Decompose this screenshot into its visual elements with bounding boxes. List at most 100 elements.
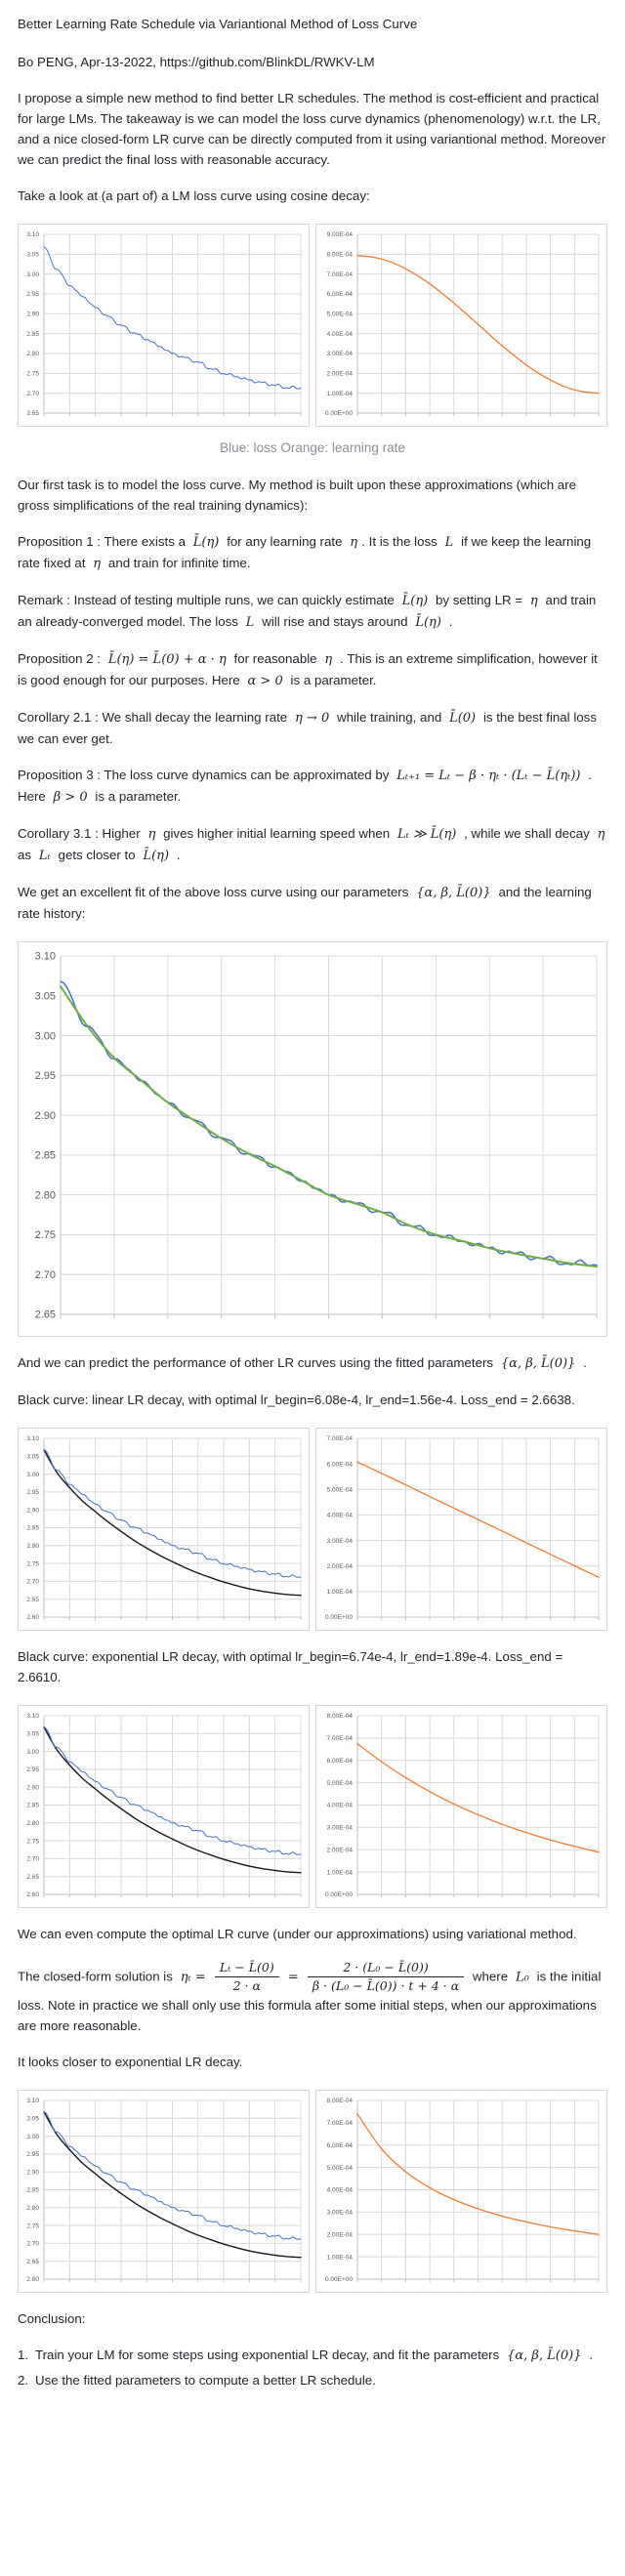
svg-text:3.05: 3.05 (26, 252, 39, 259)
svg-text:3.00E-04: 3.00E-04 (327, 2209, 354, 2216)
chart-svg: 3.10 3.05 3.00 2.95 2.90 2.85 2.80 2.75 2.70 2.65… (26, 2098, 302, 2283)
closer-exp-paragraph: It looks closer to exponential LR decay. (18, 2054, 243, 2069)
svg-text:2.85: 2.85 (35, 1150, 56, 1162)
corollary31-paragraph: Corollary 3.1 : Higher η gives higher in… (18, 823, 607, 866)
svg-text:6.00E-04: 6.00E-04 (327, 1461, 354, 1468)
svg-text:3.00: 3.00 (26, 2133, 39, 2140)
svg-text:2.70: 2.70 (35, 1269, 56, 1281)
text-segment: where (469, 1969, 512, 1984)
svg-text:8.00E-04: 8.00E-04 (327, 2098, 354, 2104)
inline-math: L̄(η) (411, 615, 446, 630)
inline-math: η (144, 827, 160, 842)
svg-text:2.00E-04: 2.00E-04 (327, 2231, 354, 2238)
optimal-loss-chart: 3.10 3.05 3.00 2.95 2.90 2.85 2.80 2.75 2.70 2.65… (18, 2089, 310, 2293)
svg-text:2.80: 2.80 (26, 1543, 39, 1550)
text-segment: We get an excellent fit of the above los… (18, 885, 413, 899)
series-line (43, 1726, 302, 1855)
chart-svg: 3.10 3.05 3.00 2.95 2.90 2.85 2.80 2.75 2.70 2.65 (26, 231, 302, 417)
svg-text:6.00E-04: 6.00E-04 (327, 291, 354, 298)
text-segment: Proposition 1 : There exists a (18, 534, 189, 549)
figure1-caption: Blue: loss Orange: learning rate (220, 440, 405, 455)
inline-math: η (525, 594, 542, 608)
svg-text:6.00E-04: 6.00E-04 (327, 2141, 354, 2148)
text-segment: and train for infinite time. (104, 556, 251, 570)
svg-text:4.00E-04: 4.00E-04 (327, 1803, 354, 1809)
svg-text:3.00: 3.00 (26, 1472, 39, 1478)
text-segment: . (579, 1355, 587, 1370)
svg-text:3.00: 3.00 (26, 271, 39, 278)
svg-text:2.60: 2.60 (26, 2276, 39, 2283)
text-segment: . This is an extreme simplification, how… (18, 651, 602, 687)
inline-math: {α, β, L̄(0)} (496, 1356, 580, 1371)
svg-text:2.85: 2.85 (26, 1803, 39, 1809)
fraction-numerator: 2 · (L₀ − L̄(0)) (343, 1960, 429, 1974)
svg-text:3.05: 3.05 (26, 1731, 39, 1738)
svg-text:0.00E+00: 0.00E+00 (325, 2276, 353, 2283)
proposition2-paragraph: Proposition 2 : L̄(η) = L̄(0) + α · η fo… (18, 648, 607, 691)
closed-form-paragraph: The closed-form solution is ηₜ = Lₜ − L̄… (18, 1960, 607, 2036)
svg-text:2.70: 2.70 (26, 391, 39, 397)
inline-math: {α, β, L̄(0)} (502, 2347, 586, 2363)
svg-text:2.80: 2.80 (35, 1189, 56, 1201)
text-segment: Proposition 2 : (18, 651, 104, 666)
first-task-paragraph: Our first task is to model the loss curv… (18, 478, 577, 513)
series-line (43, 1449, 302, 1597)
figure-exponential-decay: 3.10 3.05 3.00 2.95 2.90 2.85 2.80 2.75 2.70 2.65… (18, 1705, 607, 1908)
svg-text:5.00E-04: 5.00E-04 (327, 1780, 354, 1787)
svg-text:2.90: 2.90 (26, 312, 39, 318)
svg-text:2.65: 2.65 (26, 410, 39, 417)
svg-text:5.00E-04: 5.00E-04 (327, 2164, 354, 2171)
inline-math: L̄(0) (444, 711, 480, 726)
series-line (356, 1743, 600, 1853)
svg-text:6.00E-04: 6.00E-04 (327, 1758, 354, 1765)
text-segment: Corollary 2.1 : We shall decay the learn… (18, 710, 291, 725)
svg-text:3.10: 3.10 (35, 951, 56, 963)
corollary21-paragraph: Corollary 2.1 : We shall decay the learn… (18, 707, 607, 749)
svg-text:4.00E-04: 4.00E-04 (327, 1513, 354, 1519)
item-text: Use the fitted parameters to compute a b… (35, 2370, 607, 2390)
page-title: Better Learning Rate Schedule via Varian… (18, 17, 418, 31)
svg-text:2.85: 2.85 (26, 1525, 39, 1532)
chart-svg: 8.00E-04 7.00E-04 6.00E-04 5.00E-04 4.00E-04… (325, 2098, 600, 2283)
svg-text:7.00E-04: 7.00E-04 (327, 1435, 354, 1442)
inline-math: η (320, 652, 337, 667)
linear-loss-chart: 3.10 3.05 3.00 2.95 2.90 2.85 2.80 2.75 2.70 2.65… (18, 1428, 310, 1631)
svg-text:2.85: 2.85 (26, 2186, 39, 2193)
svg-text:8.00E-04: 8.00E-04 (327, 252, 354, 259)
chart-svg: 7.00E-04 6.00E-04 5.00E-04 4.00E-04 3.00E-04… (325, 1435, 600, 1621)
chart-svg: 3.10 3.05 3.00 2.95 2.90 2.85 2.80 2.75 2.70 2.65… (26, 1713, 302, 1898)
svg-text:3.05: 3.05 (26, 2115, 39, 2122)
series-line (356, 2112, 600, 2235)
figure-loss-fit: 3.10 3.05 3.00 2.95 2.90 2.85 2.80 2.75 2.70 2.65 (18, 941, 607, 1337)
text-segment: by setting LR = (432, 593, 526, 607)
chart-svg: 9.00E-04 8.00E-04 7.00E-04 6.00E-04 5.00E-04… (325, 231, 600, 417)
text-segment: is the initial loss. Note in practice we… (18, 1969, 605, 2033)
svg-text:2.80: 2.80 (26, 351, 39, 357)
excellent-fit-paragraph: We get an excellent fit of the above los… (18, 882, 607, 924)
text-segment: will rise and stays around (258, 614, 412, 629)
math-fraction: 2 · (L₀ − L̄(0)) β · (L₀ − L̄(0)) · t + 4… (307, 1960, 465, 1995)
text-segment: if we keep the learning rate fixed at (18, 534, 595, 570)
text-segment: is the best final loss we can ever get. (18, 710, 601, 746)
svg-text:2.95: 2.95 (35, 1070, 56, 1082)
proposition1-paragraph: Proposition 1 : There exists a L̄(η) for… (18, 531, 607, 574)
series-line (43, 1449, 302, 1578)
svg-text:9.00E-04: 9.00E-04 (327, 231, 354, 238)
svg-text:0.00E+00: 0.00E+00 (325, 1614, 353, 1621)
series-line (356, 1461, 600, 1578)
fraction-denominator: 2 · α (214, 1976, 279, 1994)
chart-svg: 8.00E-04 7.00E-04 6.00E-04 5.00E-04 4.00E-04… (325, 1713, 600, 1898)
svg-text:3.05: 3.05 (26, 1454, 39, 1461)
svg-text:2.90: 2.90 (26, 1784, 39, 1791)
proposition3-paragraph: Proposition 3 : The loss curve dynamics … (18, 765, 607, 808)
svg-text:3.10: 3.10 (26, 1435, 39, 1442)
svg-text:3.00E-04: 3.00E-04 (327, 1538, 354, 1545)
text-segment: and train an already-converged model. Th… (18, 593, 601, 629)
cosine-loss-chart: 3.10 3.05 3.00 2.95 2.90 2.85 2.80 2.75 2.70 2.65 (18, 224, 310, 427)
text-segment: gives higher initial learning speed when (159, 826, 394, 841)
text-segment: And we can predict the performance of ot… (18, 1355, 497, 1370)
figure-optimal-decay: 3.10 3.05 3.00 2.95 2.90 2.85 2.80 2.75 2.70 2.65… (18, 2089, 607, 2293)
conclusion-item-1: 1. Train your LM for some steps using ex… (18, 2345, 607, 2366)
svg-text:2.70: 2.70 (26, 1579, 39, 1586)
series-line (43, 1726, 302, 1874)
